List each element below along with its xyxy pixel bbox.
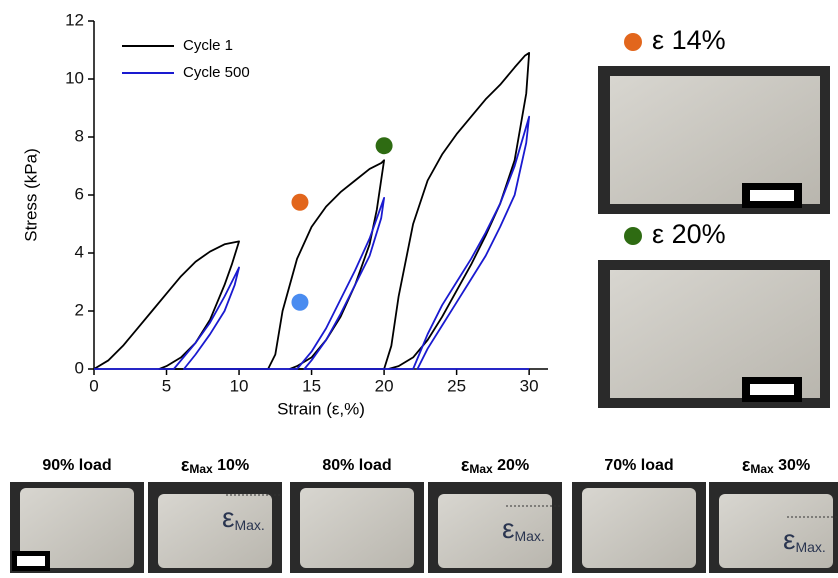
symbol: ε [652,25,664,55]
y-tick-label: 12 [65,10,84,29]
photo-label: εMax 10% [181,455,249,478]
photo [300,488,414,568]
value: 14% [672,25,726,55]
scale-bar [17,556,45,566]
x-axis-label: Strain (ε,%) [277,399,365,418]
value: 20% [497,457,529,474]
label: 70% load [604,457,673,474]
photo-label: εMax 20% [461,455,529,478]
marker [376,137,393,154]
photo-label: ε 14% [652,25,726,55]
y-axis-label: Stress (kPa) [21,148,40,242]
symbol: ε [652,219,664,249]
figure: 0 2 4 6 8 10 12 0 5 10 15 20 25 30 Strain (ε,%) Stress … [0,0,838,573]
y-tick-label: 8 [75,126,84,145]
x-tick-label: 10 [230,376,249,395]
marker [291,194,308,211]
mark-sub: Max. [234,517,264,533]
x-tick-label: 20 [375,376,394,395]
x-tick-label: 5 [162,376,171,395]
scale-bar [750,384,794,395]
y-tick-label: 0 [75,358,84,377]
x-tick-label: 25 [447,376,466,395]
photo-dot [624,33,642,51]
photo-label: ε 20% [652,219,726,249]
mark: ε [783,524,795,555]
photo-label: 80% load [322,457,391,474]
legend-label: Cycle 500 [183,64,250,81]
y-tick-label: 2 [75,300,84,319]
photo [582,488,696,568]
marker [291,294,308,311]
subscript: Max [189,462,213,476]
y-tick-label: 6 [75,184,84,203]
subscript: Max [469,462,493,476]
x-tick-label: 30 [520,376,539,395]
scale-bar [750,190,794,201]
y-tick-label: 10 [65,68,84,87]
x-tick-label: 15 [302,376,321,395]
mark: ε [502,513,514,544]
photo-label: εMax 30% [742,455,810,478]
page: {"chart_data": {"type": "line", "x_label… [0,0,838,578]
value: 30% [778,457,810,474]
series-line [94,117,529,369]
y-tick-label: 4 [75,242,84,261]
label: 80% load [322,457,391,474]
value: 10% [217,457,249,474]
subscript: Max [750,462,774,476]
photo-dot [624,227,642,245]
photo-label: 90% load [42,457,111,474]
photo-label: 70% load [604,457,673,474]
mark-sub: Max. [514,528,544,544]
label: 90% load [42,457,111,474]
mark-sub: Max. [795,539,825,555]
value: 20% [672,219,726,249]
series-line [94,53,529,369]
legend-label: Cycle 1 [183,37,233,54]
mark: ε [222,502,234,533]
photo [719,494,833,568]
x-tick-label: 0 [89,376,98,395]
